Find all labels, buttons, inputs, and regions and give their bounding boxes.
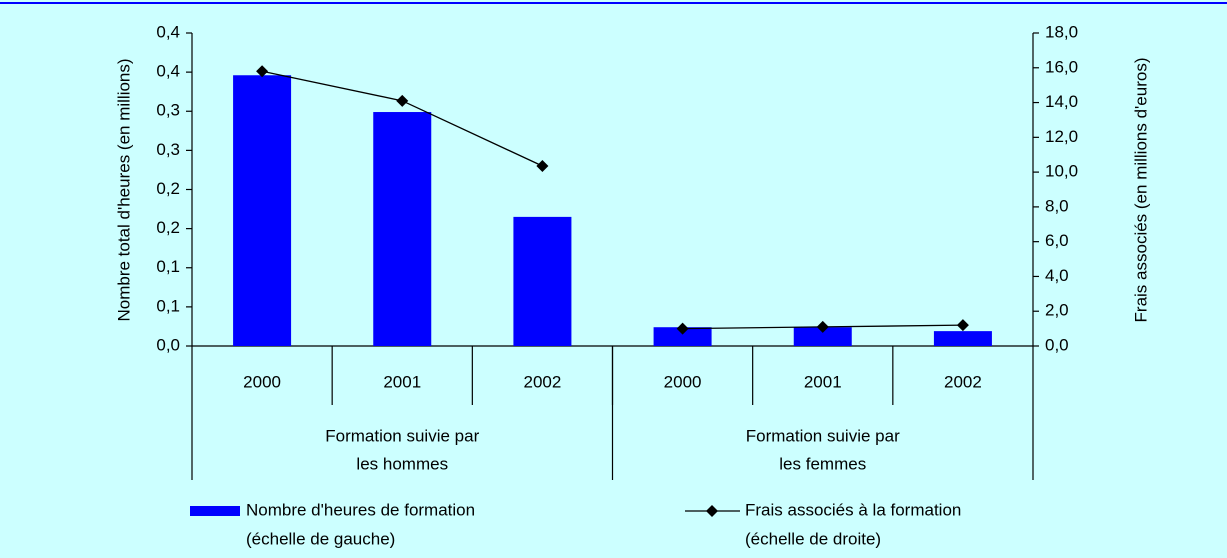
legend-swatch — [190, 506, 240, 516]
bar — [513, 216, 572, 346]
bar — [373, 112, 432, 346]
y-tick-label: 0,0 — [156, 335, 180, 354]
legend-label: (échelle de droite) — [745, 529, 881, 548]
y-tick-label: 0,1 — [156, 257, 180, 276]
line-marker — [256, 65, 269, 78]
x-tick-label: 2002 — [944, 372, 982, 391]
y2-tick-label: 16,0 — [1045, 57, 1078, 76]
group-label: les hommes — [356, 454, 448, 473]
line-marker — [396, 94, 409, 107]
line-marker — [956, 319, 969, 332]
bar — [233, 75, 292, 346]
x-tick-label: 2000 — [243, 372, 281, 391]
y2-tick-label: 6,0 — [1045, 231, 1069, 250]
legend-label: (échelle de gauche) — [246, 529, 395, 548]
group-label: les femmes — [779, 454, 866, 473]
y2-tick-label: 18,0 — [1045, 22, 1078, 41]
legend-marker — [706, 505, 718, 517]
y-tick-label: 0,1 — [156, 296, 180, 315]
x-tick-label: 2002 — [524, 372, 562, 391]
y2-tick-label: 10,0 — [1045, 162, 1078, 181]
y2-tick-label: 4,0 — [1045, 266, 1069, 285]
x-tick-label: 2000 — [664, 372, 702, 391]
y-tick-label: 0,4 — [156, 22, 180, 41]
y-tick-label: 0,4 — [156, 62, 180, 81]
y2-axis-title: Frais associés (en millions d'euros) — [1131, 58, 1150, 323]
group-label: Formation suivie par — [746, 426, 900, 445]
y-tick-label: 0,2 — [156, 218, 180, 237]
line-marker — [816, 320, 829, 333]
y2-tick-label: 14,0 — [1045, 92, 1078, 111]
y2-tick-label: 8,0 — [1045, 196, 1069, 215]
bar — [653, 327, 712, 346]
y2-tick-label: 0,0 — [1045, 335, 1069, 354]
x-tick-label: 2001 — [383, 372, 421, 391]
bar — [933, 331, 992, 346]
line-marker — [536, 160, 549, 173]
bar — [793, 327, 852, 346]
group-label: Formation suivie par — [325, 426, 479, 445]
y2-tick-label: 12,0 — [1045, 127, 1078, 146]
legend-label: Nombre d'heures de formation — [246, 500, 475, 519]
y2-tick-label: 2,0 — [1045, 301, 1069, 320]
y-tick-label: 0,2 — [156, 179, 180, 198]
y-tick-label: 0,3 — [156, 140, 180, 159]
line-marker — [676, 322, 689, 335]
y-tick-label: 0,3 — [156, 101, 180, 120]
y-axis-title: Nombre total d'heures (en millions) — [114, 58, 133, 321]
legend-label: Frais associés à la formation — [745, 500, 961, 519]
x-tick-label: 2001 — [804, 372, 842, 391]
